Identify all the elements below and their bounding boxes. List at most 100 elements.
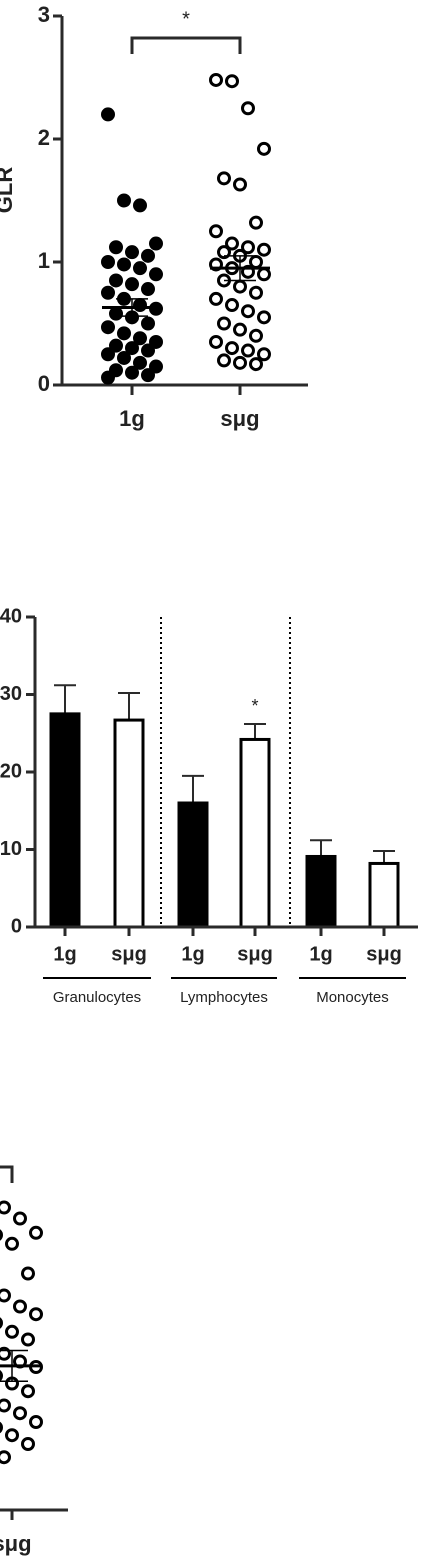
- data-point: [249, 255, 263, 269]
- data-point: [241, 240, 255, 255]
- data-point: [0, 1398, 11, 1413]
- y-tick-label: 2: [38, 125, 50, 150]
- bar: [305, 854, 337, 929]
- data-point: [109, 338, 123, 353]
- data-point: [133, 355, 147, 370]
- data-point: [209, 291, 223, 306]
- data-point: [149, 334, 163, 349]
- y-tick-label: 0: [11, 915, 22, 937]
- significance-label: *: [182, 8, 190, 30]
- data-point: [233, 177, 247, 192]
- data-point: [13, 1406, 27, 1421]
- y-axis-label: GLR: [0, 167, 17, 214]
- data-point: [233, 279, 247, 294]
- data-point: [21, 1332, 35, 1347]
- data-point: [101, 370, 115, 385]
- data-point: [117, 193, 131, 208]
- data-point: [0, 1288, 11, 1303]
- data-point: [125, 341, 139, 356]
- data-point: [101, 107, 115, 122]
- data-point: [29, 1415, 43, 1429]
- data-point: [149, 236, 163, 251]
- data-point: [225, 298, 239, 313]
- y-tick-label: 0: [38, 371, 50, 396]
- x-tick-label: sμg: [0, 1531, 32, 1556]
- x-tick-label: sμg: [237, 943, 273, 965]
- significance-label: *: [251, 696, 258, 716]
- data-point: [249, 328, 263, 343]
- x-tick-label: 1g: [181, 943, 204, 965]
- bar: [177, 801, 209, 929]
- data-point: [209, 72, 223, 87]
- data-point: [133, 331, 147, 346]
- y-tick-label: 3: [38, 2, 50, 27]
- data-point: [21, 1266, 35, 1281]
- x-tick-label: sμg: [366, 943, 402, 965]
- data-point: [133, 261, 147, 276]
- data-point: [209, 224, 223, 239]
- data-point: [0, 1370, 3, 1382]
- data-point: [233, 322, 247, 337]
- x-tick-label: sμg: [111, 943, 147, 965]
- data-point: [0, 1317, 3, 1329]
- data-point: [109, 240, 123, 255]
- data-point: [141, 368, 155, 383]
- data-point: [141, 316, 155, 331]
- data-point: [13, 1299, 27, 1314]
- data-point: [133, 198, 147, 213]
- data-point: [5, 1324, 19, 1339]
- data-point: [0, 1229, 3, 1241]
- x-tick-label: sμg: [220, 406, 259, 431]
- data-point: [101, 285, 115, 300]
- data-point: [0, 1200, 11, 1215]
- data-point: [209, 334, 223, 349]
- data-point: [141, 282, 155, 297]
- data-point: [21, 1384, 35, 1399]
- x-tick-label: 1g: [309, 943, 332, 965]
- data-point: [225, 341, 239, 356]
- significance-bracket: [130, 36, 242, 54]
- data-point: [257, 141, 271, 156]
- y-tick-label: 20: [0, 760, 22, 782]
- data-point: [133, 298, 147, 313]
- x-tick-label: 1g: [119, 406, 145, 431]
- data-point: [109, 273, 123, 288]
- x-tick-label: 1g: [53, 943, 76, 965]
- group-label: Monocytes: [316, 989, 389, 1006]
- data-point: [217, 353, 231, 368]
- data-point: [0, 1421, 3, 1434]
- data-point: [101, 347, 115, 362]
- data-point: [21, 1437, 35, 1451]
- data-point: [241, 304, 255, 319]
- bar: [49, 712, 81, 929]
- data-point: [257, 242, 271, 257]
- data-point: [149, 267, 163, 282]
- data-point: [117, 326, 131, 341]
- data-point: [225, 74, 239, 89]
- data-point: [141, 343, 155, 358]
- data-point: [5, 1428, 19, 1443]
- data-point: [225, 236, 239, 251]
- data-point: [257, 347, 271, 362]
- data-point: [241, 343, 255, 358]
- bar: [113, 718, 145, 929]
- data-point: [117, 350, 131, 365]
- data-point: [29, 1307, 43, 1322]
- data-point: [101, 320, 115, 335]
- data-point: [125, 277, 139, 292]
- data-point: [249, 357, 263, 372]
- y-tick-label: 30: [0, 683, 22, 705]
- data-point: [257, 310, 271, 325]
- data-point: [217, 316, 231, 331]
- data-point: [217, 245, 231, 260]
- data-point: [101, 255, 115, 269]
- significance-bracket: [0, 1165, 14, 1183]
- y-tick-label: 1: [38, 248, 50, 273]
- data-point: [29, 1225, 43, 1240]
- data-point: [233, 355, 247, 370]
- data-point: [117, 257, 131, 272]
- data-point: [249, 285, 263, 300]
- bar: [368, 861, 400, 929]
- bar: [239, 737, 271, 929]
